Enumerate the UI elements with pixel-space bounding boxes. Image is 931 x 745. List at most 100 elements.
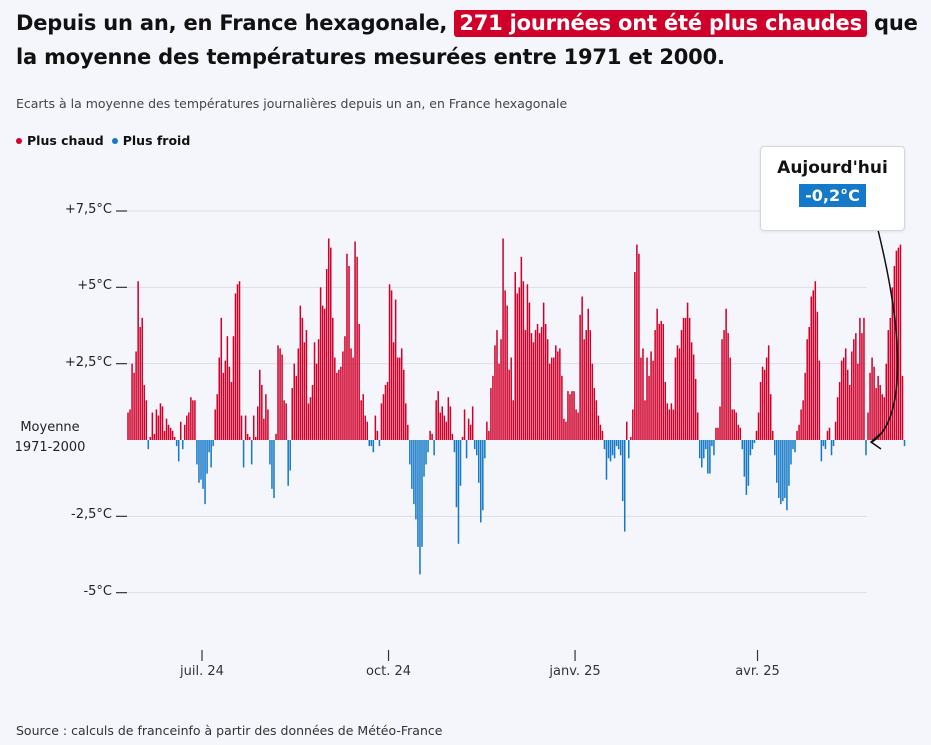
bar-warm — [488, 430, 490, 440]
bar-warm — [516, 293, 519, 440]
bar-warm — [798, 424, 800, 440]
bar-warm — [555, 345, 557, 440]
bar-warm — [510, 357, 512, 440]
bar-warm — [897, 247, 900, 440]
bar-warm — [236, 284, 239, 440]
bar-warm — [650, 351, 652, 440]
bar-warm — [254, 436, 257, 440]
bar-warm — [340, 366, 342, 440]
bar-warm — [889, 317, 892, 440]
bar-warm — [179, 421, 182, 440]
bar-warm — [719, 406, 721, 440]
bar-warm — [344, 336, 346, 440]
bar-warm — [688, 317, 691, 440]
bar-warm — [800, 409, 802, 440]
bar-warm — [812, 290, 815, 440]
bar-cold — [175, 440, 178, 447]
bar-warm — [398, 357, 401, 440]
bar-warm — [581, 296, 583, 440]
bar-cold — [621, 440, 624, 502]
bar-cold — [459, 440, 462, 486]
bar-warm — [407, 424, 409, 440]
legend-cold-label: Plus froid — [122, 133, 191, 148]
bar-warm — [557, 351, 559, 440]
bar-warm — [261, 385, 263, 440]
bar-cold — [208, 440, 210, 453]
bar-warm — [548, 363, 551, 440]
headline-post: que la moyenne des températures mesurées… — [16, 11, 918, 69]
bar-warm — [376, 430, 379, 440]
bar-cold — [784, 440, 786, 499]
bar-warm — [346, 253, 348, 440]
bar-warm — [435, 400, 437, 440]
bar-warm — [494, 345, 496, 440]
bar-cold — [210, 440, 212, 468]
bar-warm — [729, 357, 731, 440]
bar-warm — [220, 317, 223, 440]
bar-warm — [642, 348, 644, 440]
bar-warm — [544, 323, 547, 440]
bar-cold — [703, 440, 705, 459]
bar-warm — [447, 397, 450, 440]
bar-cold — [453, 440, 456, 453]
bar-warm — [573, 391, 575, 440]
legend-cold-dot — [111, 137, 118, 144]
bar-cold — [609, 440, 612, 462]
bar-warm — [165, 418, 168, 440]
bar-warm — [506, 305, 508, 440]
bar-warm — [836, 397, 839, 440]
bar-warm — [167, 424, 170, 440]
bar-warm — [323, 308, 326, 440]
bar-warm — [715, 427, 717, 440]
x-axis — [201, 650, 759, 661]
bar-warm — [593, 388, 596, 440]
bar-warm — [851, 351, 853, 440]
bar-warm — [802, 400, 804, 440]
bar-cold — [607, 440, 610, 459]
bar-warm — [319, 287, 322, 440]
bar-warm — [540, 327, 543, 440]
bar-cold — [212, 440, 214, 447]
bar-warm — [512, 400, 514, 440]
bar-cold — [423, 440, 425, 477]
bar-cold — [457, 440, 460, 544]
bar-warm — [796, 430, 798, 440]
bar-cold — [778, 440, 780, 499]
bar-warm — [216, 394, 218, 440]
bar-warm — [857, 363, 859, 440]
bar-warm — [879, 385, 881, 440]
bar-warm — [846, 369, 849, 440]
bar-warm — [567, 391, 569, 440]
bar-cold — [788, 440, 790, 486]
bar-warm — [386, 381, 389, 440]
bar-warm — [498, 363, 500, 440]
bar-warm — [739, 427, 742, 440]
bar-warm — [362, 394, 364, 440]
bar-cold — [617, 440, 620, 450]
baseline-label-line1: Moyenne — [20, 420, 80, 435]
bar-warm — [279, 348, 281, 440]
bar-cold — [753, 440, 756, 444]
bar-warm — [530, 333, 533, 440]
bar-warm — [550, 357, 553, 440]
bar-warm — [135, 351, 137, 440]
bar-warm — [131, 363, 133, 440]
bar-warm — [431, 433, 433, 440]
bar-warm — [429, 430, 431, 440]
bar-warm — [374, 415, 377, 440]
bar-cold — [289, 440, 291, 471]
bar-warm — [806, 339, 808, 440]
bar-warm — [553, 357, 555, 440]
bar-cold — [206, 440, 208, 474]
bar-warm — [648, 375, 650, 440]
bar-warm — [810, 296, 813, 440]
bar-warm — [325, 269, 328, 440]
bar-cold — [741, 440, 744, 450]
bar-cold — [749, 440, 752, 456]
bar-warm — [149, 436, 152, 440]
bar-warm — [538, 333, 541, 440]
bar-warm — [301, 317, 304, 440]
bar-warm — [259, 369, 261, 440]
bar-warm — [652, 360, 654, 440]
bar-warm — [218, 357, 221, 440]
